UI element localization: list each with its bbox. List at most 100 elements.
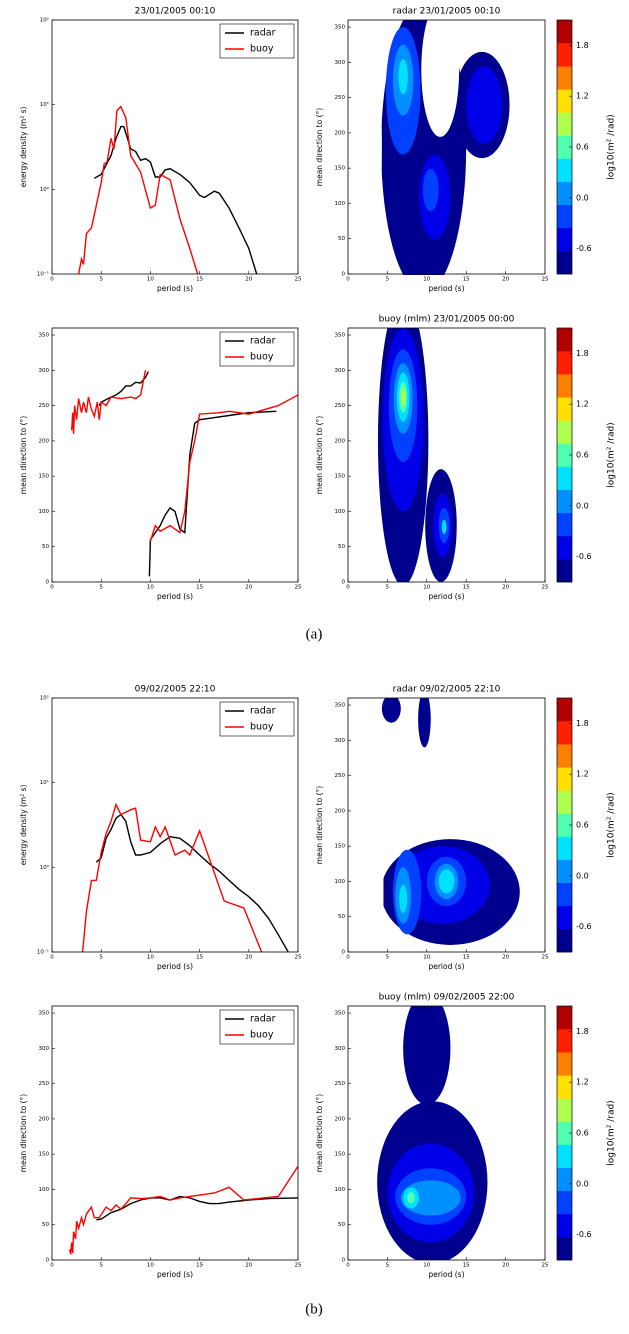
y-tick-label: 200 [39,1116,50,1122]
plot-frame [51,19,299,275]
colorbar-band [557,1075,572,1099]
x-tick-label: 10 [147,1263,154,1269]
x-tick-label: 20 [245,955,252,961]
y-tick-label: 100 [39,1187,50,1193]
series-line [81,802,263,952]
y-axis-label: mean direction to (°) [19,1094,28,1172]
x-tick-label: 10 [423,1263,430,1269]
colorbar-band [557,535,572,560]
legend-label: buoy [250,722,274,733]
colorbar-tick-label: 1.8 [576,349,589,358]
x-axis-label: period (s) [157,592,193,601]
colorbar-band [557,420,572,444]
colorbar-band [557,1236,572,1261]
colorbar-band [557,512,572,537]
plot-frame [347,19,546,275]
y-tick-label: 50 [338,1222,345,1228]
y-axis-label: mean direction to (°) [315,786,324,864]
colorbar-band [557,43,572,67]
plot-frame [51,1005,299,1261]
x-tick-label: 10 [423,585,430,591]
y-tick-label: 10⁻¹ [37,271,49,278]
y-tick-label: 200 [335,438,346,444]
colorbar-band [557,135,572,159]
y-tick-label: 300 [335,60,346,66]
series-line [69,1165,298,1255]
x-tick-label: 25 [295,1263,302,1269]
colorbar-band [557,20,572,44]
colorbar-band [557,1167,572,1192]
legend-label: radar [250,1014,276,1025]
colorbar-band [557,721,572,745]
x-tick-label: 20 [245,585,252,591]
x-tick-label: 20 [502,955,509,961]
contour-field [377,328,457,582]
colorbar-tick-label: 1.8 [576,41,589,50]
x-tick-label: 25 [542,955,549,961]
y-tick-label: 10⁰ [40,186,50,193]
series-line [95,813,289,952]
x-axis-label: period (s) [428,284,464,293]
series-line [71,370,298,542]
y-tick-label: 300 [335,368,346,374]
colorbar-band [557,790,572,814]
x-tick-label: 5 [386,585,390,591]
x-tick-label: 20 [502,585,509,591]
legend-box [219,331,295,367]
x-tick-label: 0 [50,277,54,283]
x-tick-label: 0 [346,1263,350,1269]
y-tick-label: 50 [42,1222,49,1228]
y-tick-label: 350 [39,1011,50,1017]
x-tick-label: 15 [196,585,203,591]
colorbar-tick-label: -0.6 [576,1230,592,1239]
plot-area [77,105,258,274]
y-tick-label: 300 [39,1046,50,1052]
y-tick-label: 250 [39,403,50,409]
colorbar-tick-label: 0.6 [576,821,589,830]
x-tick-label: 10 [423,277,430,283]
x-tick-label: 20 [245,1263,252,1269]
x-axis-label: period (s) [157,284,193,293]
y-tick-label: 200 [335,808,346,814]
colorbar-tick-label: 0.0 [576,1179,589,1188]
chart-title: buoy (mlm) 09/02/2005 22:00 [379,993,515,1003]
colorbar-tick-label: 1.2 [576,92,589,101]
y-tick-label: 50 [42,544,49,550]
colorbar-band [557,204,572,229]
x-axis-label: period (s) [428,592,464,601]
y-tick-label: 250 [335,773,346,779]
plot-frame [51,327,299,583]
colorbar-band [557,66,572,90]
plot-frame [347,1005,546,1261]
colorbar-tick-label: 0.6 [576,451,589,460]
x-axis-label: period (s) [428,962,464,971]
caption: (a) [306,626,323,642]
colorbar-band [557,1098,572,1122]
series-line [77,105,199,274]
y-tick-label: 150 [39,474,50,480]
y-tick-label: 100 [335,201,346,207]
colorbar-tick-label: -0.6 [576,244,592,253]
x-tick-label: 25 [295,955,302,961]
colorbar-band [557,1006,572,1030]
x-tick-label: 15 [463,277,470,283]
colorbar-band [557,489,572,514]
plot-frame [347,697,546,953]
y-tick-label: 50 [338,914,345,920]
y-tick-label: 200 [39,438,50,444]
y-tick-label: 250 [39,1081,50,1087]
y-tick-label: 0 [46,580,50,586]
colorbar-band [557,928,572,953]
x-tick-label: 10 [147,955,154,961]
x-tick-label: 0 [346,277,350,283]
y-tick-label: 300 [39,368,50,374]
legend-label: radar [250,706,276,717]
chart-title: 09/02/2005 22:10 [135,685,216,695]
colorbar-band [557,250,572,275]
y-tick-label: 0 [342,580,346,586]
y-tick-label: 10⁰ [40,864,50,871]
colorbar-band [557,466,572,490]
colorbar-band [557,698,572,722]
